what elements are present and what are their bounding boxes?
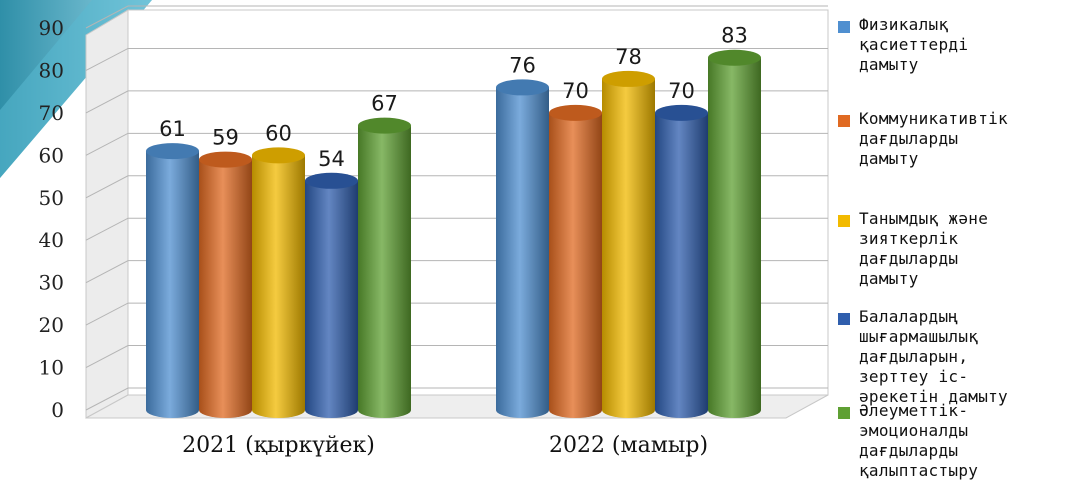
bar-body (252, 155, 305, 419)
legend-label: Балалардың шығармашылық дағдыларын, зерт… (859, 307, 1008, 406)
y-tick-label: 90 (39, 16, 64, 40)
y-tick-label: 60 (39, 143, 64, 167)
y-tick-label: 20 (39, 313, 64, 337)
bar-body (358, 125, 411, 418)
bar-body (549, 112, 602, 418)
y-tick-label: 0 (51, 398, 64, 422)
data-label: 83 (721, 24, 748, 48)
data-labels: 61 59 60 54 67 76 70 78 70 83 (159, 24, 748, 171)
legend-swatch (838, 21, 850, 33)
data-label: 60 (265, 121, 292, 145)
data-label: 54 (318, 147, 345, 171)
bar-body (305, 180, 358, 418)
y-tick-label: 40 (39, 228, 64, 252)
bar (199, 151, 252, 418)
bar (602, 70, 655, 418)
gridline (85, 5, 828, 29)
x-axis: 2021 (қыркүйек) 2022 (мамыр) (182, 433, 708, 458)
legend-swatch (838, 407, 850, 419)
bar-body (146, 151, 199, 419)
data-label: 70 (562, 79, 589, 103)
bar (252, 147, 305, 419)
legend-label: Коммуникативтік дағдыларды дамыту (859, 109, 1008, 168)
bar (305, 172, 358, 418)
legend-label: Әлеуметтік- эмоционалды дағдыларды қалып… (859, 401, 979, 480)
bar (655, 104, 708, 418)
bars (146, 49, 761, 419)
bar-body (602, 78, 655, 418)
legend-swatch (838, 313, 850, 325)
gridline (85, 47, 828, 71)
bar-body (496, 87, 549, 418)
bar-top (708, 49, 761, 66)
data-label: 70 (668, 79, 695, 103)
bar (358, 117, 411, 418)
bar-top (496, 79, 549, 96)
gridline (85, 90, 828, 114)
bar-top (358, 117, 411, 134)
y-tick-label: 80 (39, 58, 64, 82)
data-label: 76 (509, 53, 536, 77)
legend-label: Танымдық және зияткерлік дағдыларды дамы… (859, 209, 989, 288)
bar-top (602, 70, 655, 87)
bar (496, 79, 549, 418)
legend-label: Физикалық қасиеттерді дамыту (859, 15, 969, 74)
bar (146, 143, 199, 419)
x-category-label: 2021 (қыркүйек) (182, 433, 375, 458)
bar (549, 104, 602, 418)
data-label: 78 (615, 45, 642, 69)
bar-top (199, 151, 252, 168)
data-label: 61 (159, 117, 186, 141)
bar-body (708, 57, 761, 418)
y-axis: 0 10 20 30 40 50 60 70 80 90 (39, 16, 64, 422)
x-category-label: 2022 (мамыр) (549, 433, 708, 458)
bar-body (199, 159, 252, 418)
bar-top (305, 172, 358, 189)
legend-swatch (838, 115, 850, 127)
y-tick-label: 70 (39, 101, 64, 125)
bar-top (146, 143, 199, 160)
bar-top (655, 104, 708, 121)
y-tick-label: 30 (39, 271, 64, 295)
data-label: 59 (212, 126, 239, 150)
bar (708, 49, 761, 418)
y-tick-label: 50 (39, 186, 64, 210)
bar-body (655, 112, 708, 418)
bar-top (252, 147, 305, 164)
legend-swatch (838, 215, 850, 227)
data-label: 67 (371, 92, 398, 116)
bar-top (549, 104, 602, 121)
y-tick-label: 10 (39, 356, 64, 380)
